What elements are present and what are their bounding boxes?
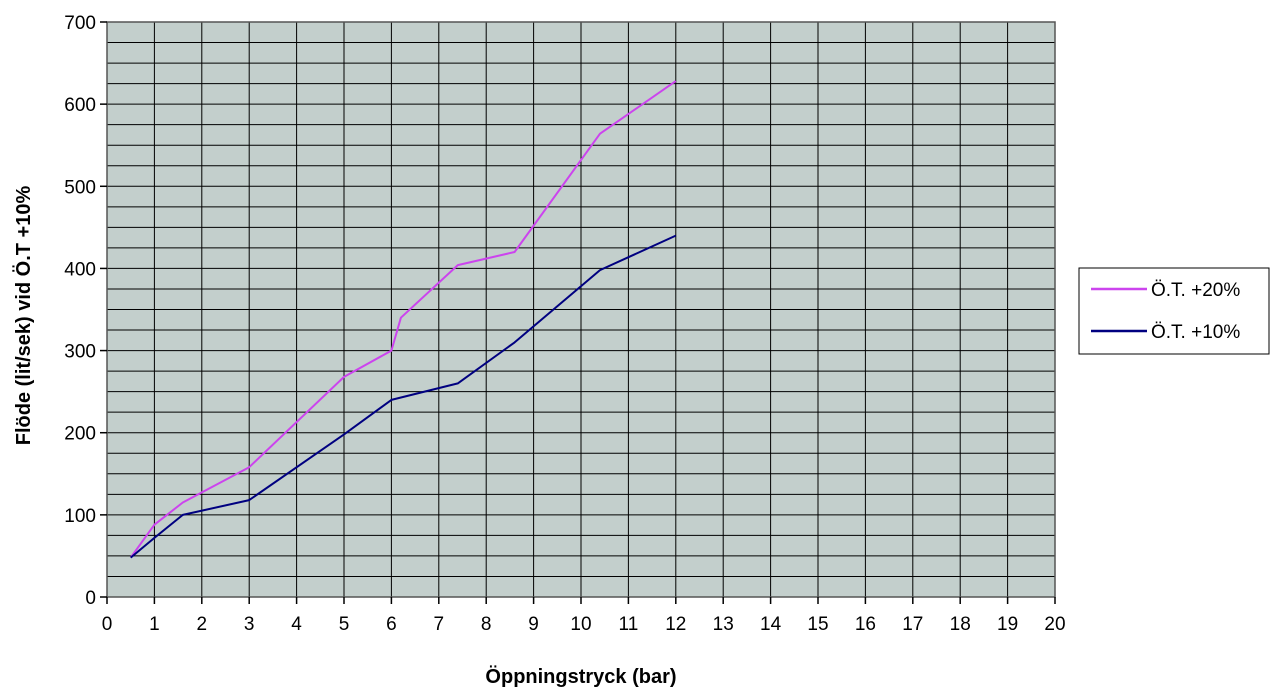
series-line-2 [130, 234, 677, 559]
series-line-1 [129, 80, 677, 559]
legend: Ö.T. +20% Ö.T. +10% [1078, 267, 1270, 355]
x-tick-label: 10 [570, 614, 591, 635]
y-tick-label: 100 [64, 506, 96, 527]
y-tick-label: 600 [64, 95, 96, 116]
x-tick-label: 19 [997, 614, 1018, 635]
x-tick-label: 3 [244, 614, 255, 635]
x-tick-label: 12 [665, 614, 686, 635]
x-tick-label: 18 [950, 614, 971, 635]
x-tick-label: 6 [386, 614, 397, 635]
y-tick-label: 0 [85, 588, 96, 609]
y-tick-labels: 0 100 200 300 400 500 600 700 [64, 13, 96, 609]
y-tick-label: 200 [64, 424, 96, 445]
y-tick-label: 300 [64, 342, 96, 363]
gridlines [106, 21, 1056, 598]
x-tick-label: 5 [339, 614, 350, 635]
x-tick-label: 2 [197, 614, 208, 635]
x-tick-label: 1 [149, 614, 160, 635]
x-tick-label: 11 [619, 614, 639, 635]
x-tick-label: 16 [855, 614, 876, 635]
x-tick-label: 4 [291, 614, 302, 635]
legend-label-1: Ö.T. +20% [1151, 280, 1240, 301]
x-tick-label: 0 [102, 614, 113, 635]
y-tick-label: 500 [64, 177, 96, 198]
x-tick-label: 20 [1044, 614, 1065, 635]
x-tick-labels: 0 1 2 3 4 5 6 7 8 9 10 11 12 13 14 15 16 17 18 19 20 [102, 614, 1066, 635]
x-tick-label: 9 [528, 614, 539, 635]
y-tick-label: 700 [64, 13, 96, 34]
legend-label-2: Ö.T. +10% [1151, 322, 1240, 343]
x-axis-title: Öppningstryck (bar) [485, 665, 676, 688]
y-tick-label: 400 [64, 259, 96, 280]
x-tick-label: 13 [713, 614, 734, 635]
x-tick-label: 8 [481, 614, 492, 635]
series-layer [129, 80, 677, 559]
x-tick-label: 17 [902, 614, 923, 635]
legend-box [1078, 267, 1270, 355]
y-axis-title: Flöde (lit/sek) vid Ö.T +10% [12, 186, 35, 446]
axis-ticks [100, 21, 1056, 604]
x-tick-label: 7 [434, 614, 445, 635]
x-tick-label: 14 [760, 614, 782, 635]
x-tick-label: 15 [807, 614, 828, 635]
